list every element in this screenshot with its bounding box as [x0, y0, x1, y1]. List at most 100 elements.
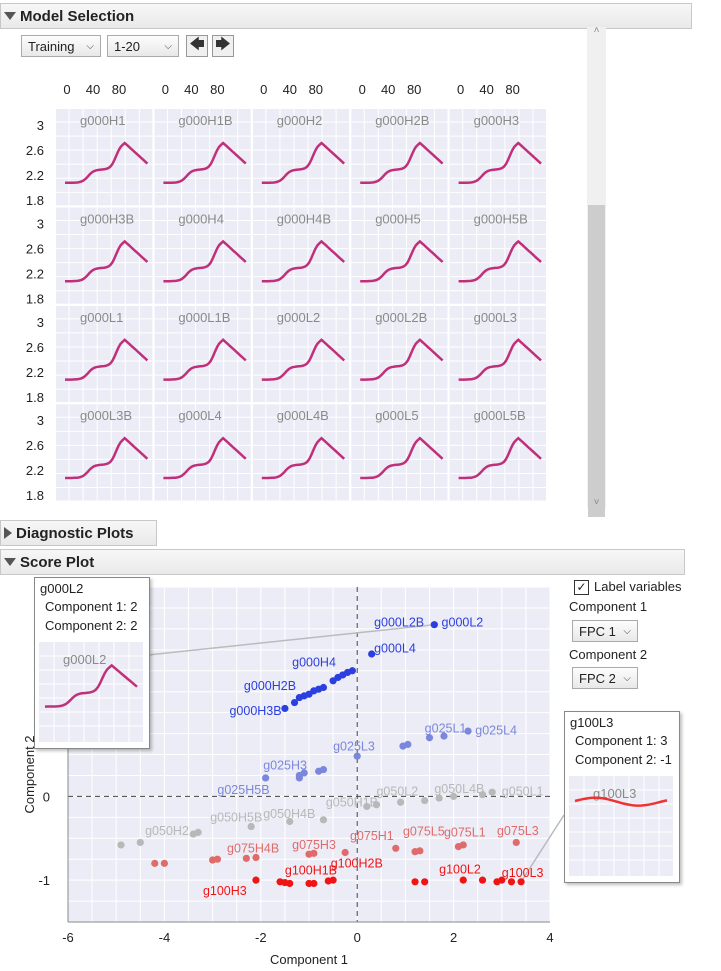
dataset-select-value: Training — [28, 38, 75, 54]
tooltip-title: g100L3 — [570, 715, 614, 730]
data-point — [242, 854, 250, 862]
point-label: g100H2B — [331, 857, 383, 871]
data-point — [247, 822, 255, 831]
y-tick-label: 3 — [37, 216, 44, 231]
data-point — [151, 859, 159, 867]
point-label: g075H1 — [350, 829, 394, 843]
data-point — [464, 727, 472, 735]
collapse-triangle-icon[interactable] — [4, 558, 16, 566]
component2-label: Component 2 — [569, 647, 648, 662]
data-point — [353, 752, 361, 760]
x-tick-label: 40 — [479, 82, 493, 97]
scroll-down-icon[interactable]: ˅ — [593, 497, 600, 508]
x-tick-label: 40 — [283, 82, 297, 97]
cell-label: g000H4 — [178, 211, 224, 226]
data-point — [290, 698, 299, 707]
range-select[interactable]: 1-20 ⌵ — [107, 35, 179, 57]
function-curve — [65, 436, 149, 480]
model-selection-grid: g000H1 g000H1B g000H2 g000H2B g000H3 g000H3B g… — [26, 82, 549, 503]
x-axis-label: Component 1 — [270, 952, 348, 967]
scrollbar-thumb[interactable] — [588, 205, 605, 517]
diagnostic-plots-header[interactable]: Diagnostic Plots — [0, 520, 157, 546]
x-tick-label: 80 — [112, 82, 126, 97]
function-curve — [65, 141, 149, 185]
y-tick-label: 2.6 — [26, 340, 44, 355]
x-tick-label: -4 — [159, 930, 171, 945]
arrow-left-icon: 🡄 — [189, 35, 205, 53]
data-point — [507, 878, 516, 886]
cell-label: g000H1B — [178, 113, 232, 128]
tooltip-component2: Component 2: 2 — [45, 618, 138, 633]
expand-triangle-icon[interactable] — [4, 527, 12, 539]
y-tick-label: -1 — [38, 873, 50, 888]
data-point — [430, 621, 438, 629]
point-label: g050H1B — [326, 795, 378, 809]
y-axis-label: Component 2 — [22, 735, 37, 813]
data-point — [305, 850, 313, 858]
tooltip-component1: Component 1: 3 — [575, 733, 668, 748]
function-curve — [458, 239, 542, 283]
x-tick-label: 4 — [546, 930, 553, 945]
data-point — [478, 791, 487, 799]
prev-page-button[interactable]: 🡄 — [186, 35, 208, 57]
data-point — [512, 838, 520, 847]
next-page-button[interactable]: 🡆 — [212, 35, 234, 57]
dataset-select[interactable]: Training ⌵ — [21, 35, 101, 57]
function-curve — [261, 239, 346, 283]
point-label: g025H3 — [263, 759, 307, 773]
cell-label: g000H2B — [375, 113, 429, 128]
label-variables-checkbox[interactable]: ✓ — [574, 580, 589, 595]
data-point — [189, 830, 197, 838]
point-label: g000L2 — [442, 615, 484, 629]
scroll-up-icon[interactable]: ˄ — [593, 25, 600, 36]
function-curve — [360, 141, 444, 185]
y-tick-label: 2.6 — [26, 143, 44, 158]
tooltip-component1: Component 1: 2 — [45, 599, 138, 614]
x-tick-label: 80 — [210, 82, 224, 97]
data-point — [341, 848, 349, 857]
data-point — [252, 876, 260, 884]
data-point — [517, 878, 525, 886]
component1-label: Component 1 — [569, 599, 648, 614]
collapse-triangle-icon[interactable] — [4, 12, 16, 20]
cell-label: g000L4B — [277, 408, 329, 423]
point-label: g050L4B — [434, 782, 484, 796]
vertical-scrollbar[interactable]: ˄ ˅ — [587, 25, 606, 517]
component1-select[interactable]: FPC 1 ⌵ — [572, 620, 638, 642]
label-variables-label: Label variables — [594, 579, 682, 594]
data-point — [315, 767, 323, 775]
data-point — [209, 856, 217, 864]
point-label: g000L4 — [374, 641, 416, 655]
chevron-down-icon: ⌵ — [623, 625, 631, 637]
data-point — [392, 844, 400, 852]
tooltip-connector — [147, 623, 435, 656]
cell-label: g000H3B — [80, 211, 134, 226]
data-point — [454, 843, 463, 851]
tooltip-connector — [520, 814, 565, 883]
cell-label: g000L4 — [178, 408, 221, 423]
x-tick-label: 40 — [86, 82, 100, 97]
data-point — [411, 878, 419, 886]
component2-select[interactable]: FPC 2 ⌵ — [572, 667, 638, 689]
model-selection-title: Model Selection — [20, 7, 135, 25]
y-tick-label: 3 — [37, 413, 44, 428]
y-tick-label: 0 — [43, 789, 50, 804]
data-point — [160, 859, 168, 867]
model-selection-header[interactable]: Model Selection — [0, 3, 692, 29]
data-point — [295, 693, 303, 702]
thumb-curve — [574, 796, 668, 807]
chevron-down-icon: ⌵ — [86, 40, 94, 52]
y-tick-label: 1.8 — [26, 291, 44, 306]
point-label: g000H2B — [244, 679, 296, 693]
chevron-down-icon: ⌵ — [623, 672, 631, 684]
point-label: g050L1 — [502, 785, 544, 799]
data-point — [493, 878, 501, 886]
score-plot-header[interactable]: Score Plot — [0, 549, 685, 575]
x-tick-label: 0 — [359, 82, 366, 97]
point-label: g025L3 — [333, 739, 375, 753]
cell-label: g000L5B — [474, 408, 526, 423]
point-label: g075H3 — [292, 838, 336, 852]
thumb-background — [569, 776, 673, 876]
cell-label: g000L5 — [375, 408, 418, 423]
data-point — [421, 878, 429, 886]
